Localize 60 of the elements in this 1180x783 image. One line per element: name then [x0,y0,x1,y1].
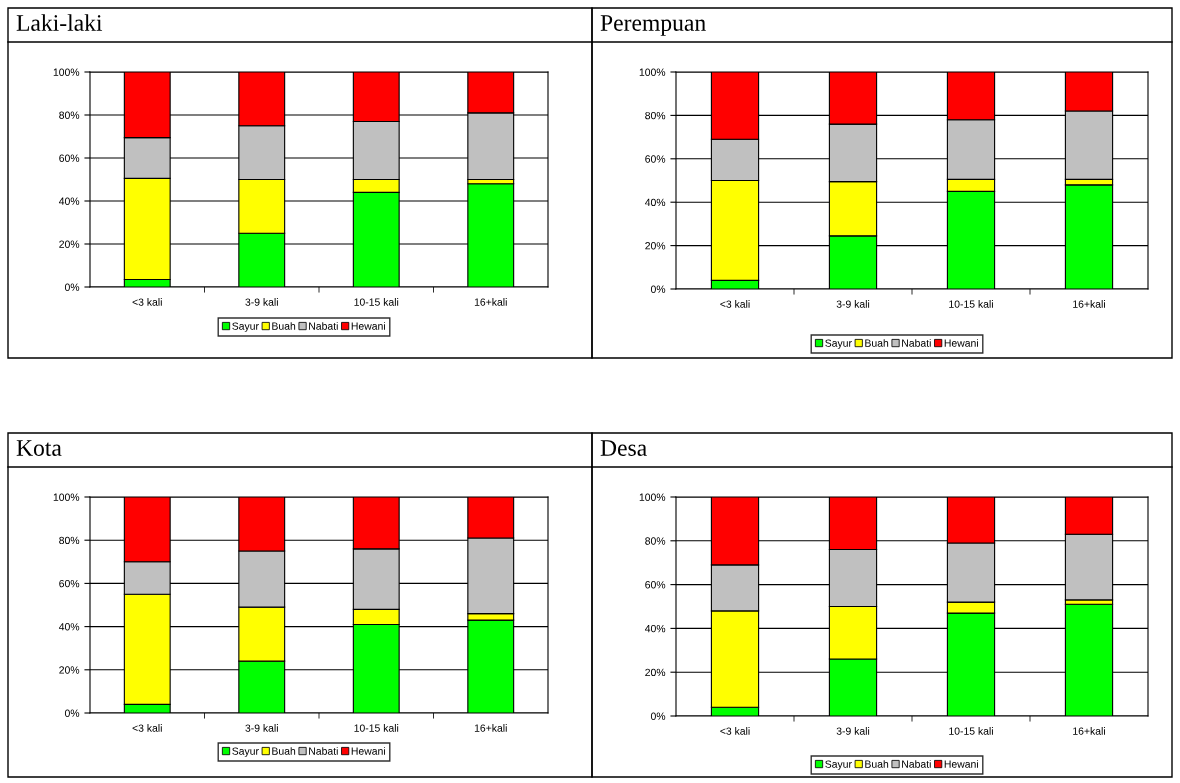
x-tick-label: 10-15 kali [354,724,399,732]
y-tick-label: 80% [645,537,666,545]
legend-label: Nabati [902,760,931,768]
legend-label: Hewani [944,760,978,768]
legend-label: Sayur [232,322,259,332]
x-tick-label: <3 kali [132,298,162,306]
y-tick-label: 0% [64,709,80,717]
y-tick-label: 20% [59,240,80,248]
y-tick-label: 20% [645,668,666,677]
x-tick-label: <3 kali [132,724,162,732]
legend-label: Nabati [309,747,338,755]
y-tick-label: 100% [639,68,666,76]
x-tick-label: 3-9 kali [836,300,870,308]
legend-label: Buah [865,760,889,768]
y-tick-label: 100% [639,493,666,501]
x-tick-label: 16+kali [474,298,507,306]
chart-title: Desa [600,440,647,456]
y-tick-label: 40% [644,624,666,633]
x-tick-label: 10-15 kali [949,300,993,308]
y-tick-label: 0% [650,712,666,720]
legend-label: Hewani [351,322,385,330]
y-tick-label: 40% [58,623,80,631]
legend-label: Buah [272,322,296,330]
legend-label: Sayur [825,339,852,349]
y-tick-label: 60% [645,581,666,589]
y-tick-label: 20% [645,242,666,250]
x-tick-label: 3-9 kali [836,727,870,735]
y-tick-label: 80% [645,111,666,120]
legend-label: Nabati [309,322,338,330]
y-tick-label: 40% [644,198,666,207]
legend-label: Nabati [902,339,931,347]
x-tick-label: 16+kali [1073,727,1105,735]
y-tick-label: 20% [59,666,80,674]
legend-label: Sayur [825,760,852,770]
y-tick-label: 60% [645,155,666,163]
y-tick-label: 80% [59,536,80,545]
legend-label: Buah [272,747,296,755]
chart-title: Perempuan [600,15,706,36]
y-tick-label: 100% [53,68,80,76]
legend-label: Hewani [351,747,385,755]
x-tick-label: 16+kali [474,724,507,732]
x-tick-label: 10-15 kali [354,298,399,306]
legend-label: Sayur [232,747,259,757]
x-tick-label: 10-15 kali [949,727,993,735]
x-tick-label: 16+kali [1073,300,1105,308]
legend-label: Hewani [944,339,978,347]
y-tick-label: 60% [59,154,80,162]
y-tick-label: 0% [64,283,80,291]
y-tick-label: 40% [58,197,80,205]
y-tick-label: 0% [650,285,666,293]
y-tick-label: 100% [53,493,80,501]
chart-title: Kota [16,440,62,456]
x-tick-label: <3 kali [720,727,750,735]
x-tick-label: <3 kali [720,300,750,308]
chart-title: Laki-laki [16,14,103,31]
legend-label: Buah [865,339,889,347]
y-tick-label: 80% [59,111,80,119]
y-tick-label: 60% [59,579,80,588]
x-tick-label: 3-9 kali [245,724,278,732]
x-tick-label: 3-9 kali [245,298,278,306]
